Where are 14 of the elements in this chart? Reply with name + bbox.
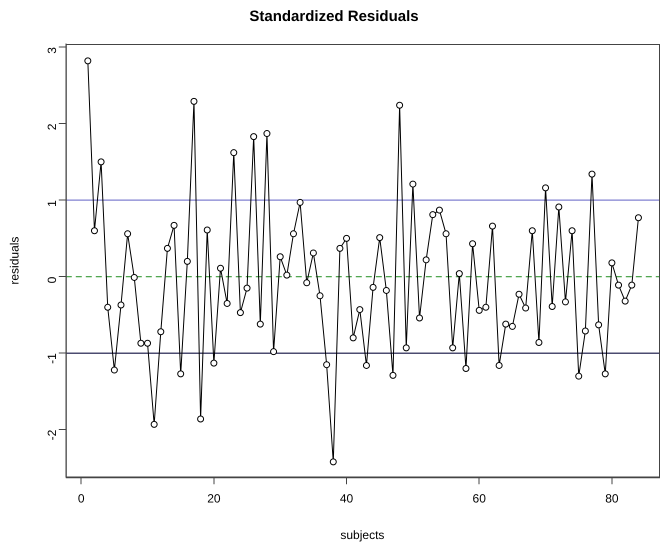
y-tick-label: 2	[45, 123, 60, 130]
y-tick-label: -2	[45, 429, 60, 440]
x-tick-label: 20	[207, 492, 221, 506]
y-tick-label: 0	[45, 276, 60, 284]
y-tick-label: 3	[45, 46, 60, 54]
x-tick-label: 0	[78, 492, 85, 506]
y-tick-label: 1	[45, 200, 60, 207]
y-axis-title: residuals	[8, 236, 22, 285]
chart-title: Standardized Residuals	[249, 8, 419, 26]
x-tick-label: 60	[472, 492, 486, 506]
y-tick-label: -1	[45, 352, 60, 364]
x-tick-label: 40	[340, 492, 354, 506]
x-tick-label: 80	[605, 492, 619, 506]
x-axis-title: subjects	[340, 528, 384, 542]
